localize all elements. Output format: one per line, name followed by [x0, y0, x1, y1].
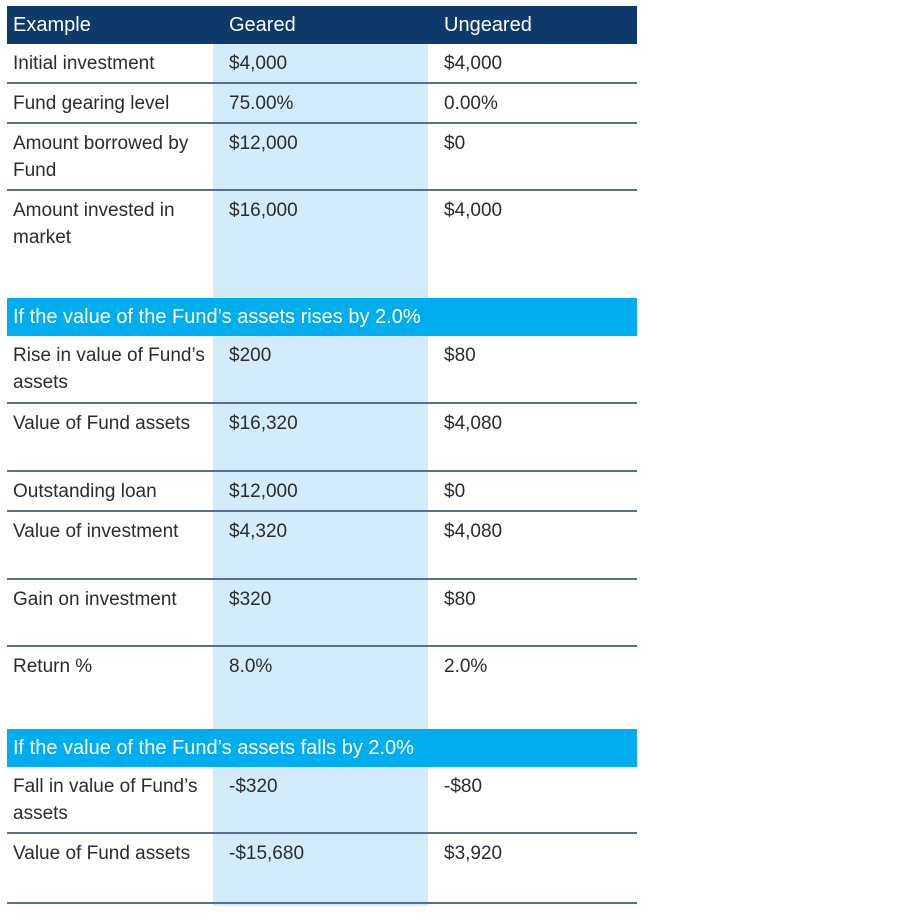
row-geared-value: $12,000: [229, 481, 298, 502]
row-geared-value: $200: [229, 345, 272, 366]
header-ungeared: Ungeared: [444, 14, 532, 36]
row-ungeared-value: 2.0%: [444, 656, 488, 677]
row-label: Gain on investment: [13, 589, 177, 610]
row-geared-value: $4,000: [229, 53, 288, 74]
row-geared-value: 75.00%: [229, 93, 294, 114]
row-geared-value: $320: [229, 589, 272, 610]
table-row: Amount borrowed by Fund $12,000 $0: [7, 124, 637, 191]
row-ungeared-value: $4,080: [444, 521, 503, 542]
row-geared-value: -$320: [229, 776, 278, 797]
gearing-example-table: Example Geared Ungeared Initial investme…: [7, 6, 637, 906]
table-row: Outstanding loan $12,000 $0: [7, 472, 637, 512]
row-label: Return %: [13, 656, 93, 677]
row-geared-value: -$15,680: [229, 843, 305, 864]
row-ungeared-value: -$80: [444, 776, 483, 797]
row-label: Amount borrowed by Fund: [13, 133, 189, 181]
header-example: Example: [13, 14, 91, 36]
table-row: Value of Fund assets $16,320 $4,080: [7, 404, 637, 472]
header-geared: Geared: [229, 14, 296, 36]
table-row: Value of investment $4,320 $4,080: [7, 512, 637, 580]
table-row: Return % 8.0% 2.0%: [7, 647, 637, 729]
row-ungeared-value: $80: [444, 589, 476, 610]
row-geared-value: $4,320: [229, 521, 288, 542]
row-ungeared-value: $4,000: [444, 200, 503, 221]
row-ungeared-value: $0: [444, 133, 466, 154]
row-geared-value: 8.0%: [229, 656, 273, 677]
row-label: Outstanding loan: [13, 481, 157, 502]
row-ungeared-value: $3,920: [444, 843, 503, 864]
row-label: Value of Fund assets: [13, 413, 191, 434]
fall-section-banner: If the value of the Fund’s assets falls …: [7, 729, 637, 767]
row-label: Value of investment: [13, 521, 179, 542]
row-label: Value of Fund assets: [13, 843, 191, 864]
row-label: Fall in value of Fund’s assets: [13, 776, 198, 824]
table-row: Value of Fund assets -$15,680 $3,920: [7, 834, 637, 904]
table-row: Amount invested in market $16,000 $4,000: [7, 191, 637, 298]
row-label: Initial investment: [13, 53, 155, 74]
row-ungeared-value: $0: [444, 481, 466, 502]
row-label: Fund gearing level: [13, 93, 170, 114]
row-ungeared-value: $4,000: [444, 53, 503, 74]
table-row: Rise in value of Fund’s assets $200 $80: [7, 336, 637, 404]
table-row: Initial investment $4,000 $4,000: [7, 44, 637, 84]
row-ungeared-value: 0.00%: [444, 93, 498, 114]
rise-section-banner: If the value of the Fund’s assets rises …: [7, 298, 637, 336]
table-header: Example Geared Ungeared: [7, 6, 637, 44]
row-geared-value: $16,320: [229, 413, 298, 434]
row-ungeared-value: $4,080: [444, 413, 503, 434]
row-geared-value: $12,000: [229, 133, 298, 154]
table-row: Gain on investment $320 $80: [7, 580, 637, 647]
row-label: Amount invested in market: [13, 200, 175, 248]
table-row: Fall in value of Fund’s assets -$320 -$8…: [7, 767, 637, 834]
table-row: Fund gearing level 75.00% 0.00%: [7, 84, 637, 124]
row-label: Rise in value of Fund’s assets: [13, 345, 205, 393]
row-ungeared-value: $80: [444, 345, 476, 366]
row-geared-value: $16,000: [229, 200, 298, 221]
